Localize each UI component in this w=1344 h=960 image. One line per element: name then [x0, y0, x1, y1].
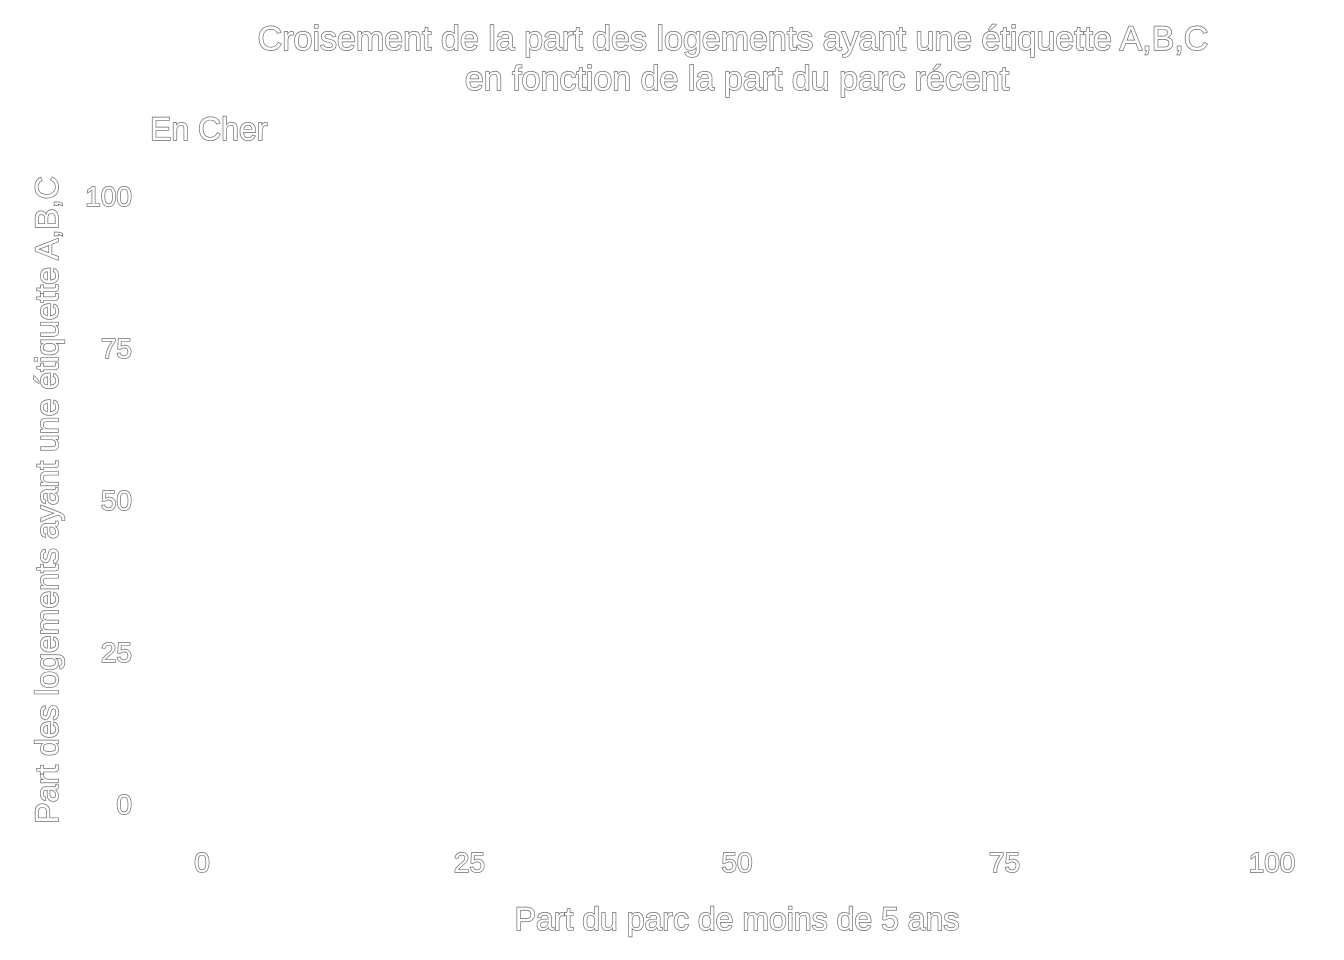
- x-tick-label: 50: [721, 847, 752, 878]
- x-axis-label: Part du parc de moins de 5 ans: [515, 901, 960, 937]
- y-tick-label: 75: [101, 333, 132, 364]
- x-tick-label: 25: [454, 847, 485, 878]
- chart-subtitle: En Cher: [150, 111, 268, 147]
- y-tick-label: 0: [116, 789, 132, 820]
- x-axis-ticks: 0 25 50 75 100: [194, 846, 1297, 878]
- x-tick-label: 100: [1249, 847, 1296, 878]
- y-axis-label: Part des logements ayant une étiquette A…: [29, 176, 65, 824]
- y-tick-label: 50: [101, 485, 132, 516]
- y-axis-ticks: 0 25 50 75 100: [85, 180, 133, 820]
- chart-title-line-2: en fonction de la part du parc récent: [465, 60, 1010, 98]
- chart-title-line-1: Croisement de la part des logements ayan…: [258, 20, 1209, 58]
- x-tick-label: 75: [989, 847, 1020, 878]
- y-tick-label: 25: [101, 637, 132, 668]
- y-tick-label: 100: [85, 181, 132, 212]
- x-tick-label: 0: [194, 847, 210, 878]
